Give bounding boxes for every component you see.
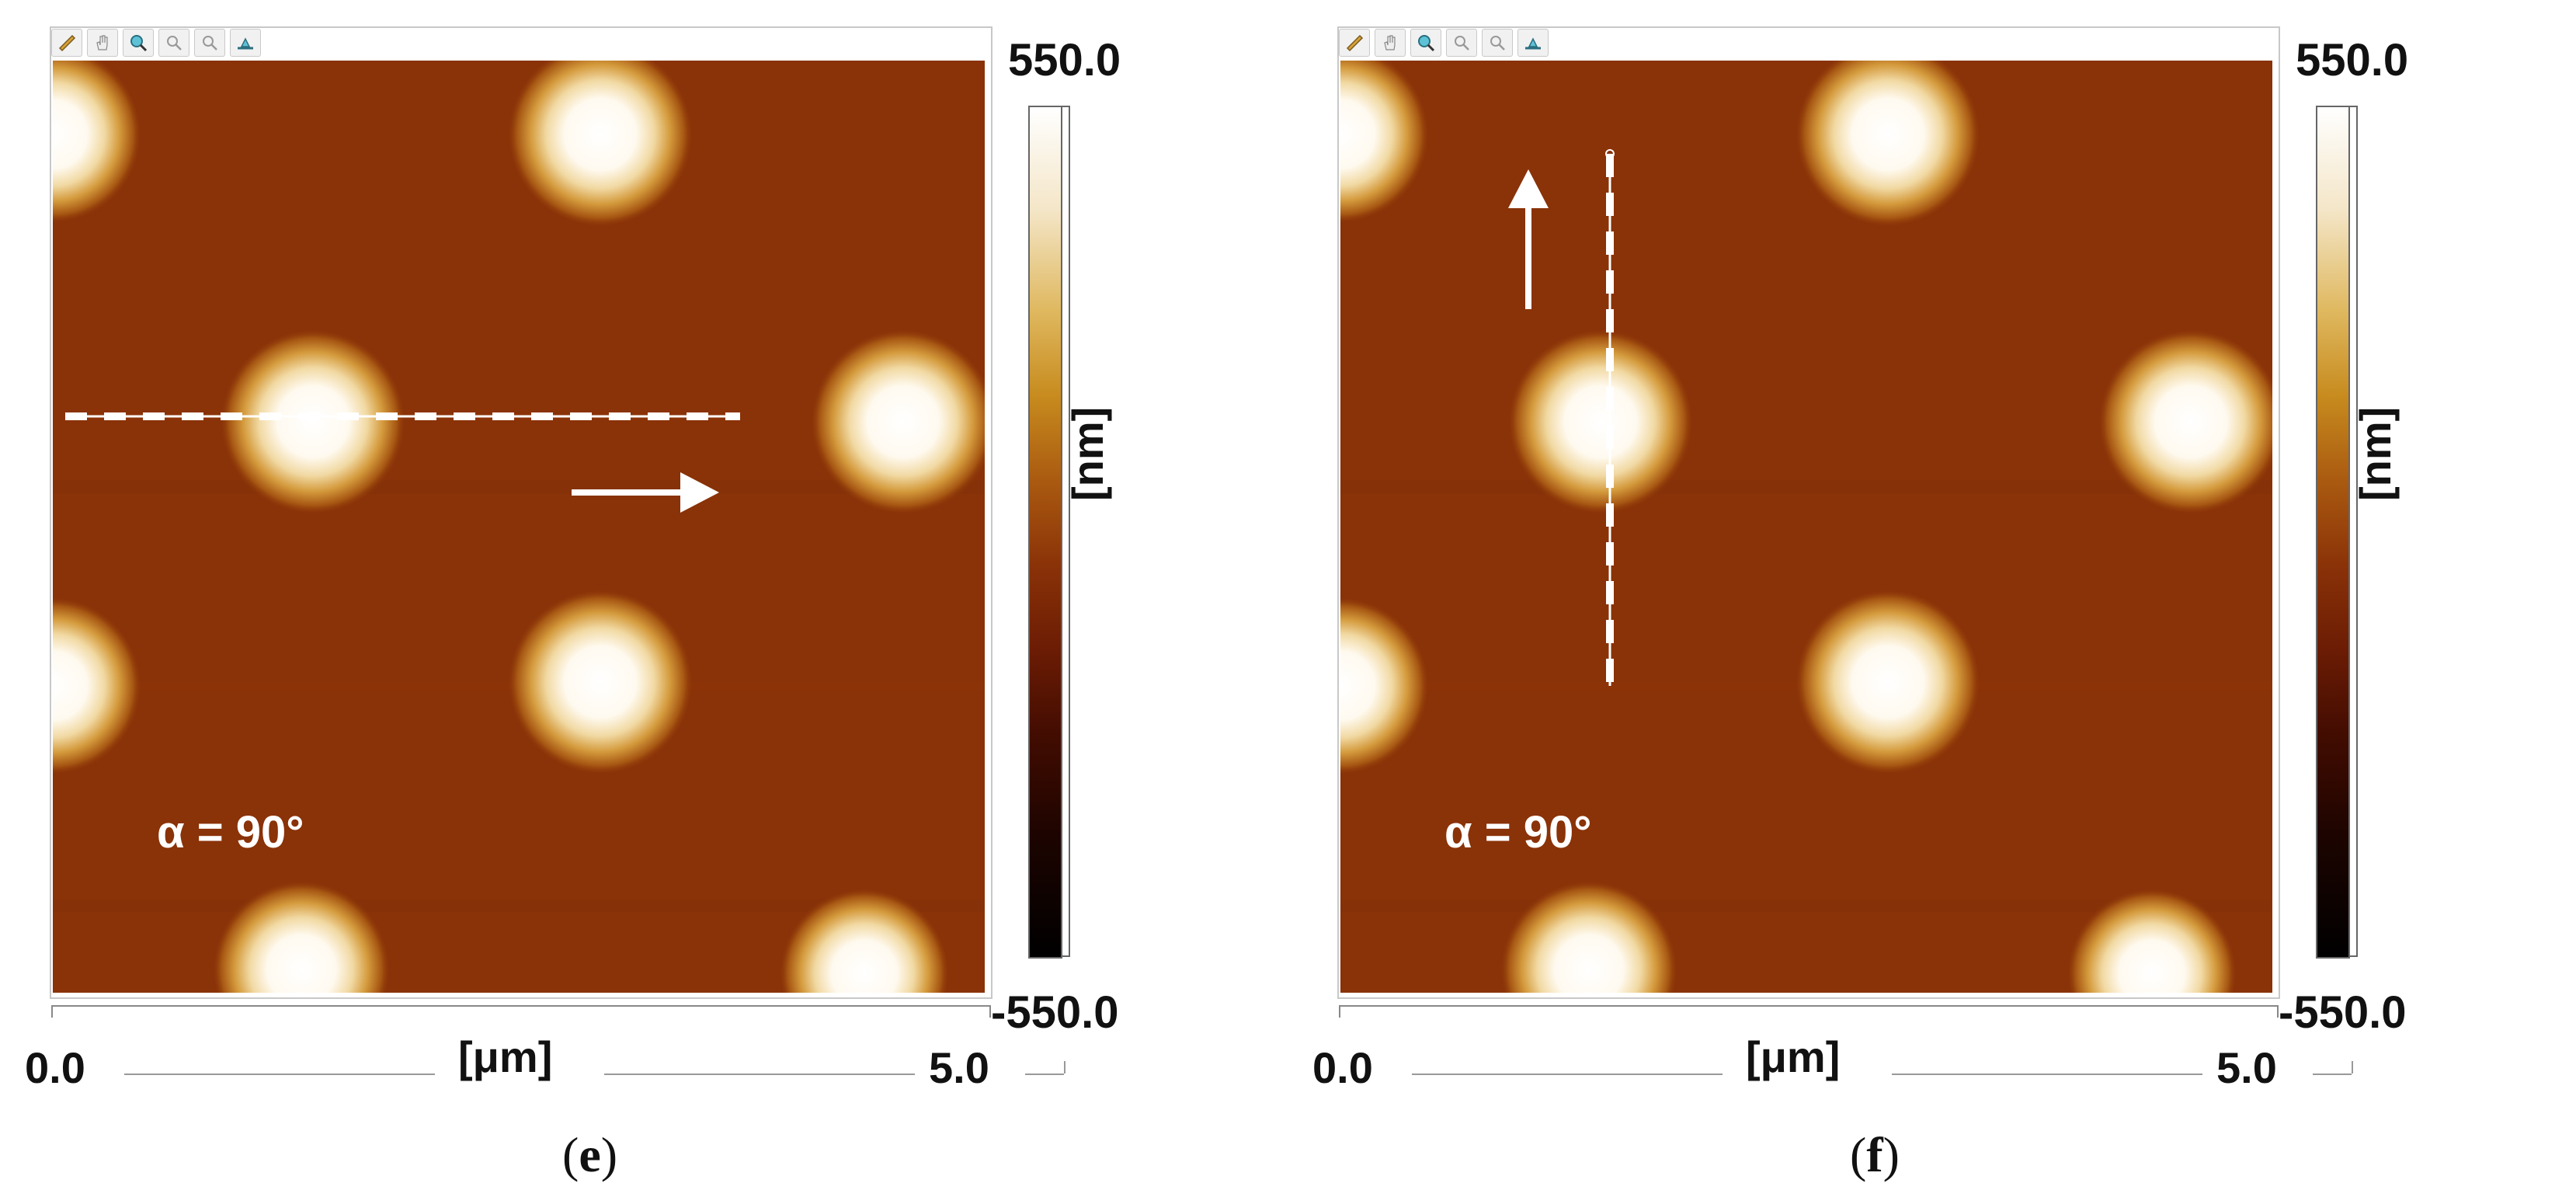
colorbar-min-label: -550.0 [2279, 987, 2407, 1038]
afm-height-image [53, 61, 985, 993]
x-axis-start-label: 0.0 [1312, 1043, 1373, 1092]
x-axis-unit-label: [μm] [1746, 1032, 1841, 1081]
colorbar [2316, 106, 2350, 959]
panel-caption: (e) [562, 1127, 618, 1182]
x-axis-guide-end-tick [1064, 1061, 1066, 1074]
image-toolbar [51, 28, 261, 57]
angle-label: α = 90° [1444, 807, 1592, 858]
x-axis-guide-end [2313, 1074, 2352, 1075]
x-axis-end-label: 5.0 [2216, 1043, 2277, 1092]
surface-features [1340, 61, 2272, 993]
x-axis-tick-start [1339, 1005, 1340, 1018]
x-axis-guide-end-tick [2352, 1061, 2353, 1074]
x-axis-guide-right [604, 1074, 915, 1075]
panel-caption: (f) [1850, 1127, 1900, 1182]
x-axis-guide-left [124, 1074, 435, 1075]
scan-line-vertical [1605, 149, 1615, 686]
colorbar-axis [2356, 106, 2358, 957]
colorbar-min-label: -550.0 [991, 987, 1119, 1038]
zoom-out-icon[interactable] [1482, 29, 1513, 57]
x-axis-tick-start [51, 1005, 53, 1018]
surface-features [53, 61, 985, 993]
zoom-icon[interactable] [123, 29, 154, 57]
panel-caption-letter: e [579, 1127, 601, 1182]
zoom-in-icon[interactable] [158, 29, 189, 57]
colorbar-max-label: 550.0 [2296, 35, 2409, 85]
ruler-icon[interactable] [51, 29, 82, 57]
panel-f: α = 90° 550.0 [nm] -550.0 0.0 [μm] 5.0 (… [1288, 0, 2575, 1204]
hand-icon[interactable] [87, 29, 118, 57]
x-axis-unit-label: [μm] [458, 1032, 553, 1081]
x-axis-start-label: 0.0 [25, 1043, 85, 1092]
zoom-in-icon[interactable] [1446, 29, 1477, 57]
x-axis-guide-right [1892, 1074, 2202, 1075]
zoom-icon[interactable] [1410, 29, 1441, 57]
ruler-icon[interactable] [1339, 29, 1370, 57]
level-icon[interactable] [1517, 29, 1549, 57]
x-axis-line [1339, 1005, 2279, 1007]
colorbar-tick-top [2348, 106, 2358, 107]
level-icon[interactable] [230, 29, 261, 57]
x-axis-tick-end [2277, 1005, 2279, 1018]
afm-height-image [1340, 61, 2272, 993]
colorbar-tick-bottom [2348, 955, 2358, 957]
colorbar-unit-label: [nm] [1063, 406, 1112, 501]
arrow-right-icon [572, 472, 719, 513]
colorbar-tick-bottom [1061, 955, 1070, 957]
colorbar-unit-label: [nm] [2351, 406, 2400, 501]
x-axis-tick-end [989, 1005, 991, 1018]
colorbar-axis [1069, 106, 1070, 957]
panel-e: α = 90° 550.0 [nm] -550.0 0.0 [μm] 5.0 (… [25, 26, 1121, 1182]
x-axis-guide-end [1025, 1074, 1064, 1075]
x-axis-line [51, 1005, 991, 1007]
image-toolbar [1339, 28, 1549, 57]
angle-label: α = 90° [157, 807, 304, 858]
colorbar-max-label: 550.0 [1008, 35, 1121, 85]
arrow-up-icon [1508, 169, 1549, 309]
panel-caption-letter: f [1866, 1127, 1883, 1182]
zoom-out-icon[interactable] [194, 29, 225, 57]
x-axis-guide-left [1412, 1074, 1723, 1075]
colorbar [1028, 106, 1062, 959]
hand-icon[interactable] [1375, 29, 1406, 57]
x-axis-end-label: 5.0 [929, 1043, 989, 1092]
colorbar-tick-top [1061, 106, 1070, 107]
